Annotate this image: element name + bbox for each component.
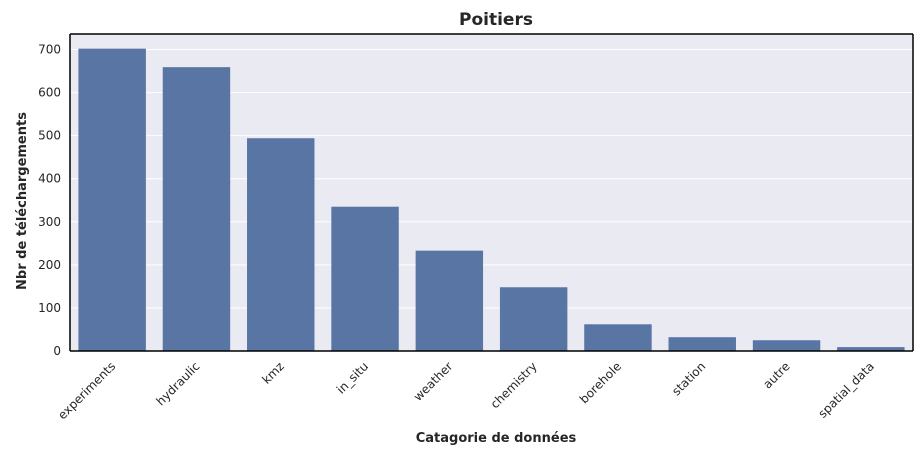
bar-spatial_data bbox=[837, 347, 905, 351]
x-tick-label: spatial_data bbox=[815, 359, 877, 421]
x-tick-label: weather bbox=[411, 359, 456, 404]
y-tick-label: 300 bbox=[38, 215, 61, 229]
x-tick-label: kmz bbox=[259, 359, 287, 387]
y-tick-label: 600 bbox=[38, 86, 61, 100]
bar-hydraulic bbox=[162, 67, 231, 352]
x-tick-label: hydraulic bbox=[153, 359, 202, 408]
y-tick-label: 700 bbox=[38, 43, 61, 57]
x-axis-title: Catagorie de données bbox=[416, 431, 577, 446]
bar-autre bbox=[752, 340, 821, 351]
bars bbox=[78, 48, 905, 352]
y-tick-label: 200 bbox=[38, 258, 61, 272]
x-tick-label: station bbox=[669, 359, 708, 398]
y-tick-label: 100 bbox=[38, 301, 61, 315]
bar-experiments bbox=[78, 48, 146, 352]
chart-title: Poitiers bbox=[459, 10, 533, 30]
bar-in_situ bbox=[331, 206, 399, 351]
x-tick-label: borehole bbox=[577, 359, 624, 406]
y-axis-title: Nbr de téléchargements bbox=[15, 112, 30, 290]
x-tick-label: experiments bbox=[55, 359, 118, 422]
y-tick-label: 500 bbox=[38, 129, 61, 143]
y-tick-labels: 0 100 200 300 400 500 600 700 bbox=[38, 43, 61, 358]
bar-kmz bbox=[247, 138, 315, 351]
bar-borehole bbox=[584, 324, 652, 351]
y-tick-label: 0 bbox=[53, 344, 61, 358]
x-tick-label: autre bbox=[760, 359, 792, 391]
axes bbox=[69, 33, 914, 352]
x-tick-labels: experiments hydraulic kmz in_situ weather che… bbox=[55, 359, 877, 422]
x-tick-label: in_situ bbox=[334, 359, 371, 396]
x-tick-label: chemistry bbox=[488, 359, 540, 411]
y-tick-label: 400 bbox=[38, 172, 61, 186]
bar-chemistry bbox=[499, 287, 568, 351]
bar-weather bbox=[415, 250, 484, 351]
bar-station bbox=[668, 337, 736, 351]
